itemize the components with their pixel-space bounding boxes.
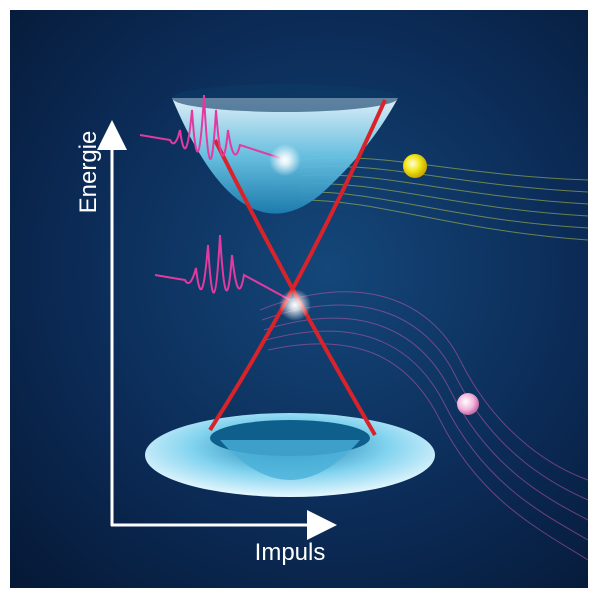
x-axis-label: Impuls (255, 539, 326, 566)
pink-particle (457, 393, 479, 415)
crossing-spark (279, 289, 311, 321)
upper-spark (269, 144, 301, 176)
yellow-particle (403, 154, 427, 178)
y-axis-label: Energie (75, 131, 102, 214)
illustration: Energie Impuls (0, 0, 598, 599)
lower-torus (145, 413, 435, 497)
